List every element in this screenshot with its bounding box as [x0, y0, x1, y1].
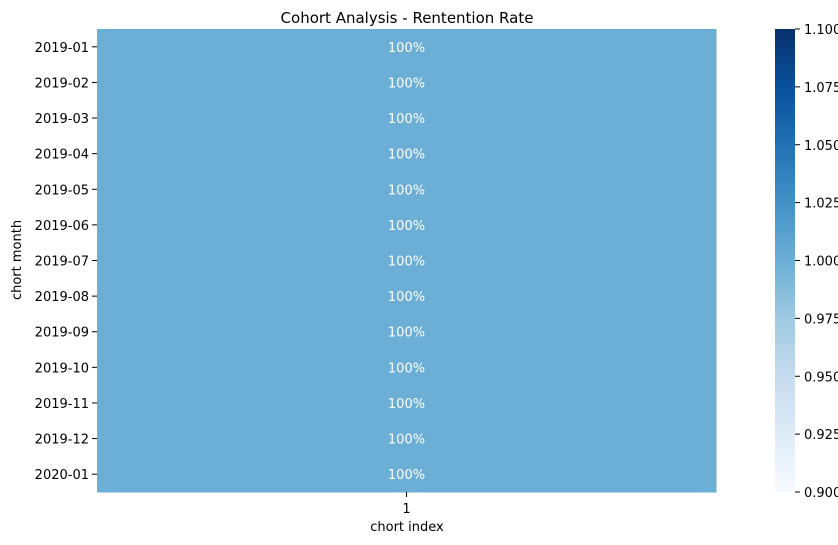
cell-value-label: 100%: [388, 255, 425, 270]
x-axis-label: chort index: [370, 520, 444, 535]
chart-title: Cohort Analysis - Rentention Rate: [281, 9, 534, 27]
x-tick-labels: 1: [402, 492, 411, 517]
heatmap-cell: [97, 313, 717, 351]
y-tick-label: 2019-01: [35, 41, 89, 56]
y-tick-label: 2019-05: [35, 183, 89, 198]
heatmap-cell: [97, 171, 717, 208]
heatmap-cell: [97, 278, 717, 315]
cell-value-label: 100%: [388, 148, 425, 163]
y-tick-label: 2019-11: [35, 397, 89, 412]
x-tick-label: 1: [402, 502, 410, 517]
y-tick-label: 2019-10: [35, 361, 89, 376]
heatmap-cell: [97, 64, 717, 101]
y-tick-label: 2019-04: [35, 148, 89, 163]
y-tick-label: 2019-02: [35, 76, 89, 91]
y-tick-label: 2019-12: [35, 433, 89, 448]
cell-value-label: 100%: [388, 468, 425, 483]
colorbar-tick-label: 1.050: [804, 139, 838, 154]
colorbar-tick-label: 0.900: [804, 486, 838, 501]
heatmap-cell: [97, 207, 717, 244]
heatmap-cell: [97, 29, 717, 66]
heatmap-cell: [97, 385, 717, 422]
y-tick-label: 2019-07: [35, 255, 89, 270]
colorbar-gradient: [775, 29, 795, 492]
heatmap-cell: [97, 456, 717, 493]
colorbar-tick-label: 1.025: [804, 197, 838, 212]
cell-value-label: 100%: [388, 112, 425, 127]
cell-value-label: 100%: [388, 361, 425, 376]
heatmap-cell: [97, 100, 717, 137]
y-axis-label: chort month: [10, 220, 25, 300]
y-tick-label: 2019-08: [35, 290, 89, 305]
cell-value-label: 100%: [388, 183, 425, 198]
y-tick-label: 2019-03: [35, 112, 89, 127]
cell-value-label: 100%: [388, 290, 425, 305]
heatmap-cells: 100% 100% 100% 100% 100% 100% 100% 100% 100% 100%…: [97, 29, 717, 493]
colorbar-tick-label: 1.000: [804, 255, 838, 270]
heatmap-cell: [97, 349, 717, 386]
cell-value-label: 100%: [388, 76, 425, 91]
y-tick-label: 2020-01: [35, 468, 89, 483]
y-tick-label: 2019-09: [35, 326, 89, 341]
heatmap-cell: [97, 242, 717, 279]
y-tick-label: 2019-06: [35, 219, 89, 234]
colorbar-tick-label: 0.925: [804, 428, 838, 443]
colorbar-tick-label: 0.950: [804, 370, 838, 385]
heatmap-cell: [97, 420, 717, 457]
heatmap-cell: [97, 135, 717, 172]
y-tick-labels: 2019-01 2019-02 2019-03 2019-04 2019-05 2019-…: [35, 41, 97, 483]
cell-value-label: 100%: [388, 397, 425, 412]
cell-value-label: 100%: [388, 433, 425, 448]
cell-value-label: 100%: [388, 219, 425, 234]
cell-value-label: 100%: [388, 326, 425, 341]
colorbar: 0.900 0.925 0.950 0.975 1.000 1.025 1.050 1.075…: [775, 23, 838, 501]
colorbar-tick-label: 0.975: [804, 312, 838, 327]
colorbar-tick-label: 1.100: [804, 23, 838, 38]
cell-value-label: 100%: [388, 41, 425, 56]
colorbar-tick-label: 1.075: [804, 81, 838, 96]
